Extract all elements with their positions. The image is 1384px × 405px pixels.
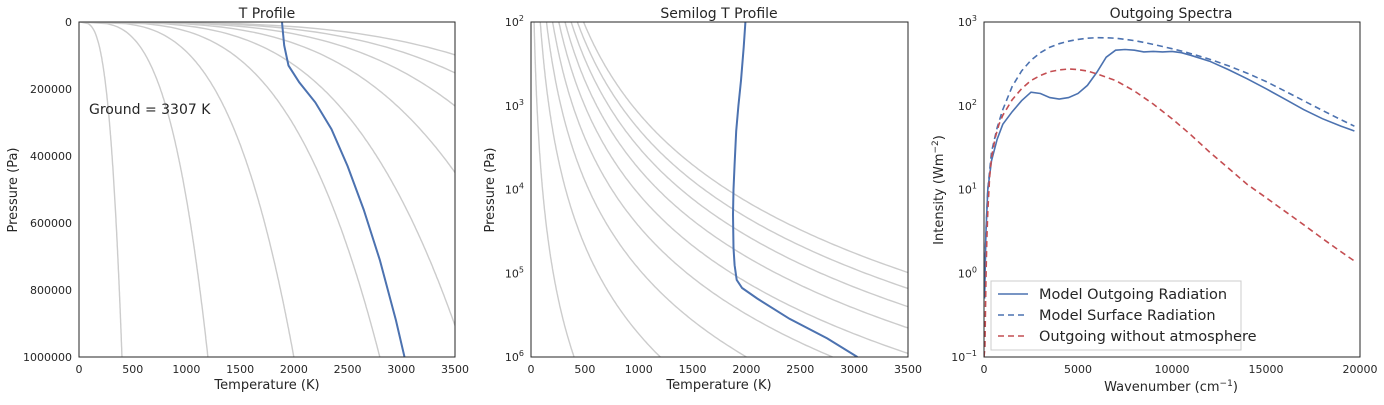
plot-frame	[78, 21, 456, 358]
panel-semilog-t-profile: Semilog T Profile 0 500 1000 1500 2000 2500 30…	[483, 6, 923, 393]
temperature-profile-line	[731, 22, 858, 357]
x-axis-label: Temperature (K)	[665, 378, 771, 393]
reference-curve	[551, 22, 833, 357]
ground-temperature-annotation: Ground = 3307 K	[89, 102, 211, 118]
reference-curve	[582, 22, 908, 274]
x-tick-label: 3000	[840, 363, 868, 376]
x-tick-label: 2000	[732, 363, 760, 376]
reference-curve	[570, 22, 908, 308]
y-tick-label: 100	[958, 265, 977, 280]
reference-curve	[79, 22, 123, 357]
y-tick-label: 10−1	[951, 349, 977, 364]
reference-curve	[91, 22, 455, 74]
legend-label-model-outgoing-radiation: Model Outgoing Radiation	[1039, 287, 1227, 303]
y-axis-label: Pressure (Pa)	[483, 147, 498, 232]
x-tick-label: 20000	[1343, 363, 1378, 376]
x-tick-label: 2500	[786, 363, 814, 376]
legend-label-model-surface-radiation: Model Surface Radiation	[1039, 308, 1216, 324]
x-tick-label: 5000	[1064, 363, 1092, 376]
y-tick-label: 1000000	[23, 351, 72, 364]
y-axis-label: Intensity (Wm−2)	[931, 135, 947, 245]
x-tick-label: 0	[981, 363, 988, 376]
x-tick-label: 3500	[441, 363, 469, 376]
reference-curve	[558, 22, 908, 355]
reference-curve	[92, 22, 455, 56]
x-tick-label: 2000	[280, 363, 308, 376]
temperature-profile-line	[281, 22, 406, 357]
chart-title: Semilog T Profile	[660, 6, 777, 22]
y-tick-label: 400000	[30, 150, 72, 163]
series-line-outgoing-without-atmosphere	[984, 68, 1355, 357]
reference-curve	[539, 22, 661, 357]
reference-curves	[79, 22, 455, 357]
reference-curve	[533, 22, 575, 357]
reference-curve	[545, 22, 747, 357]
reference-curve	[88, 22, 455, 174]
x-tick-label: 1000	[172, 363, 200, 376]
x-tick-label: 10000	[1155, 363, 1190, 376]
y-tick-label: 800000	[30, 284, 72, 297]
plot-frame	[530, 21, 909, 358]
x-axis-label: Temperature (K)	[213, 378, 319, 393]
y-tick-label: 101	[958, 182, 977, 197]
y-tick-labels: 0 200000 400000 600000 800000 1000000	[23, 16, 72, 364]
reference-curves	[533, 22, 908, 357]
y-tick-label: 103	[958, 14, 977, 29]
legend: Model Outgoing Radiation Model Surface R…	[990, 280, 1257, 351]
x-tick-label: 500	[122, 363, 143, 376]
y-axis-label: Pressure (Pa)	[6, 147, 21, 232]
chart-title: T Profile	[238, 6, 296, 22]
y-tick-label: 600000	[30, 217, 72, 230]
panel-t-profile: T Profile Ground = 3307 K 0 500 1000 1500 20…	[6, 6, 470, 393]
reference-curve	[81, 22, 209, 357]
y-tick-label: 106	[505, 349, 524, 364]
y-tick-label: 103	[505, 98, 524, 113]
x-tick-label: 1000	[625, 363, 653, 376]
reference-curve	[564, 22, 908, 329]
legend-box	[990, 280, 1242, 351]
x-tick-labels: 0 500 1000 1500 2000 2500 3000 3500	[76, 363, 470, 376]
x-tick-labels: 0 5000 10000 15000 20000	[981, 363, 1378, 376]
reference-curve	[89, 22, 455, 107]
x-tick-label: 1500	[679, 363, 707, 376]
x-tick-label: 0	[528, 363, 535, 376]
y-tick-label: 102	[958, 98, 977, 113]
x-tick-labels: 0 500 1000 1500 2000 2500 3000 3500	[528, 363, 923, 376]
reference-curve	[84, 22, 381, 357]
x-tick-label: 1500	[226, 363, 254, 376]
y-tick-label: 0	[65, 16, 72, 29]
y-tick-labels: 102 103 104 105 106	[505, 14, 524, 364]
x-tick-label: 3500	[894, 363, 922, 376]
y-tick-label: 102	[505, 14, 524, 29]
reference-curve	[576, 22, 908, 290]
reference-curve	[86, 22, 455, 328]
series-line-model-outgoing-radiation	[984, 48, 1355, 299]
y-tick-label: 104	[505, 182, 524, 197]
x-tick-label: 500	[574, 363, 595, 376]
plot-frame	[983, 21, 1361, 358]
series-line-model-surface-radiation	[984, 36, 1355, 299]
panel-outgoing-spectra: Outgoing Spectra 0 5000 10000 15000 20000 10…	[931, 6, 1378, 395]
x-tick-label: 3000	[387, 363, 415, 376]
chart-title: Outgoing Spectra	[1110, 6, 1233, 22]
reference-curve	[83, 22, 295, 357]
x-tick-label: 0	[76, 363, 83, 376]
x-axis-label: Wavenumber (cm−1)	[1104, 379, 1238, 395]
y-tick-label: 105	[505, 265, 524, 280]
x-tick-label: 2500	[334, 363, 362, 376]
legend-label-outgoing-without-atmosphere: Outgoing without atmosphere	[1039, 329, 1257, 345]
x-tick-label: 15000	[1249, 363, 1284, 376]
y-tick-labels: 10−1 100 101 102 103	[951, 14, 977, 364]
y-tick-label: 200000	[30, 83, 72, 96]
